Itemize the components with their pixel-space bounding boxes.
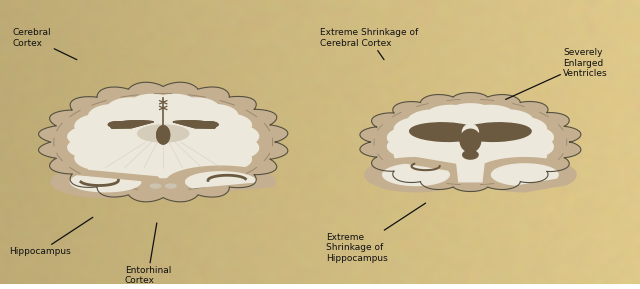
Polygon shape	[157, 126, 170, 144]
Polygon shape	[157, 126, 170, 144]
Ellipse shape	[108, 122, 122, 127]
Text: Hippocampus: Hippocampus	[10, 217, 93, 256]
Polygon shape	[463, 151, 478, 159]
Ellipse shape	[138, 125, 189, 142]
Ellipse shape	[204, 122, 218, 127]
Polygon shape	[70, 176, 141, 192]
Polygon shape	[492, 164, 558, 185]
Ellipse shape	[166, 184, 176, 188]
Ellipse shape	[461, 123, 531, 141]
Polygon shape	[173, 121, 216, 128]
Polygon shape	[456, 153, 484, 182]
Polygon shape	[365, 158, 467, 192]
Polygon shape	[38, 82, 288, 202]
Polygon shape	[383, 164, 449, 186]
Text: Severely
Enlarged
Ventricles: Severely Enlarged Ventricles	[506, 48, 608, 99]
Polygon shape	[111, 121, 154, 128]
Polygon shape	[166, 166, 275, 194]
Text: Extreme
Shrinkage of
Hippocampus: Extreme Shrinkage of Hippocampus	[326, 203, 426, 263]
Ellipse shape	[150, 184, 161, 188]
Polygon shape	[51, 169, 160, 197]
Ellipse shape	[108, 122, 122, 127]
Polygon shape	[173, 121, 216, 128]
Ellipse shape	[410, 123, 480, 141]
Polygon shape	[147, 179, 179, 193]
Text: Extreme Shrinkage of
Cerebral Cortex: Extreme Shrinkage of Cerebral Cortex	[320, 28, 419, 60]
Polygon shape	[67, 94, 259, 190]
Polygon shape	[460, 129, 481, 152]
Polygon shape	[360, 92, 581, 192]
Ellipse shape	[204, 122, 218, 127]
Polygon shape	[186, 172, 256, 188]
Polygon shape	[474, 158, 576, 192]
Polygon shape	[111, 121, 154, 128]
Text: Entorhinal
Cortex: Entorhinal Cortex	[125, 223, 171, 285]
Polygon shape	[387, 103, 554, 181]
Text: Cerebral
Cortex: Cerebral Cortex	[13, 28, 77, 60]
Ellipse shape	[462, 124, 479, 140]
